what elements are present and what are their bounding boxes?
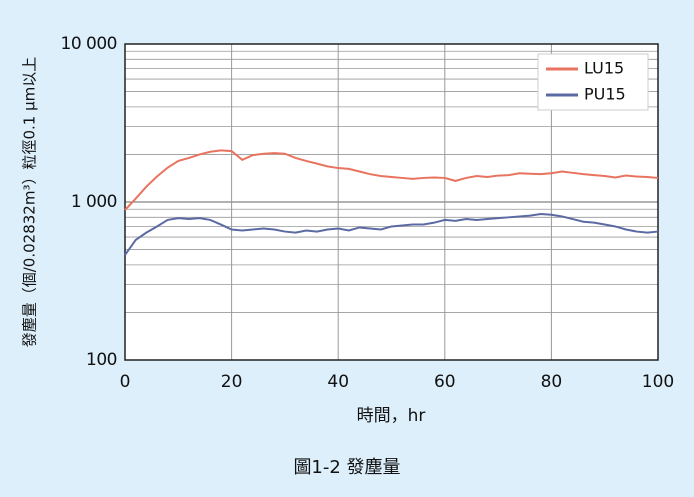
x-tick-label: 80 [541, 372, 563, 392]
line-series [124, 149, 659, 211]
x-tick-label: 40 [327, 372, 349, 392]
x-tick-label: 100 [642, 372, 674, 392]
caption: 圖1-2 發塵量 [293, 457, 400, 478]
y-tick-label: 100 [86, 350, 117, 370]
plot-frame [124, 43, 659, 361]
line-series [124, 212, 659, 256]
x-tick-label: 20 [221, 372, 243, 392]
legend-label: LU15 [584, 59, 624, 78]
y-tick-label: 1 000 [71, 192, 117, 212]
legend-box [537, 53, 649, 111]
y-tick-label: 10 000 [61, 34, 117, 54]
legend-label: PU15 [584, 85, 626, 104]
x-axis-label: 時間，hr [357, 406, 426, 426]
x-tick-label: 0 [120, 372, 131, 392]
y-axis-label: 發塵量（個/0.02832m³）粒徑0.1 μm以上 [21, 57, 39, 348]
x-tick-label: 60 [434, 372, 456, 392]
